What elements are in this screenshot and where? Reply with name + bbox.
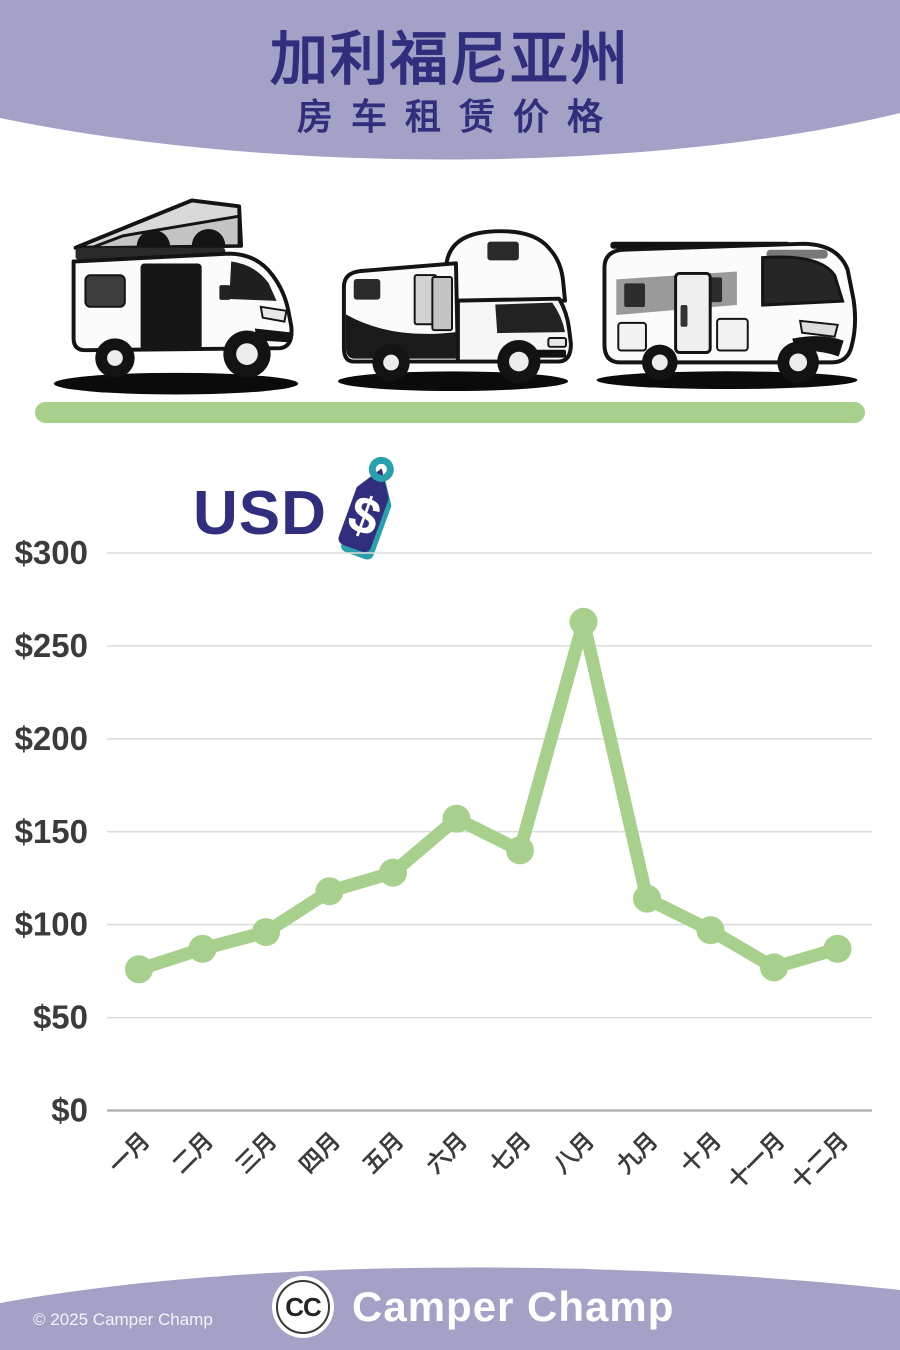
class-a-motorhome-illustration: [596, 241, 858, 390]
rental-price-line-chart: $0 $50 $100 $150 $200 $250 $300 一月 二月 三月 四月 五月 六月 七月八…: [15, 540, 872, 1194]
svg-text:十月: 十月: [675, 1127, 726, 1178]
svg-text:$100: $100: [15, 906, 88, 943]
svg-text:$200: $200: [15, 720, 88, 757]
svg-text:五月: 五月: [358, 1127, 409, 1178]
currency-label: USD: [193, 479, 327, 548]
copyright-text: © 2025 Camper Champ: [33, 1310, 213, 1329]
svg-text:$0: $0: [51, 1092, 88, 1129]
svg-text:四月: 四月: [294, 1127, 345, 1178]
svg-text:十一月: 十一月: [722, 1127, 789, 1194]
cc-monogram: CC: [276, 1280, 330, 1334]
brand-name: Camper Champ: [352, 1283, 675, 1330]
camper-champ-logo: CC: [272, 1276, 334, 1338]
svg-text:九月: 九月: [611, 1127, 663, 1179]
svg-text:一月: 一月: [104, 1127, 155, 1178]
green-divider: [35, 402, 865, 423]
page-title: 加利福尼亚州: [269, 27, 630, 92]
svg-text:$50: $50: [33, 999, 88, 1036]
svg-text:$300: $300: [15, 540, 88, 571]
campervan-illustration: [53, 198, 299, 395]
price-tag-icon: $: [338, 456, 394, 560]
svg-text:六月: 六月: [421, 1127, 472, 1178]
svg-text:三月: 三月: [231, 1127, 282, 1178]
svg-text:七月: 七月: [485, 1127, 536, 1178]
header-curve: [0, 0, 900, 160]
svg-text:八月: 八月: [548, 1127, 599, 1178]
svg-text:$250: $250: [15, 627, 88, 664]
svg-text:二月: 二月: [167, 1127, 218, 1178]
footer-curve: [0, 1267, 900, 1350]
class-c-motorhome-illustration: [338, 229, 573, 392]
svg-text:十二月: 十二月: [786, 1127, 853, 1194]
page-subtitle: 房车租赁价格: [296, 96, 621, 137]
svg-text:$150: $150: [15, 813, 88, 850]
